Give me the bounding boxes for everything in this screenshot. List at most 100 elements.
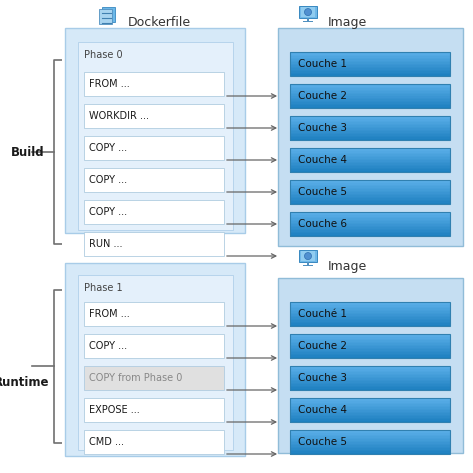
- Text: Build: Build: [11, 146, 45, 158]
- Text: FROM ...: FROM ...: [89, 309, 130, 319]
- Bar: [290, 186, 450, 188]
- Bar: [290, 375, 450, 377]
- Bar: [290, 123, 450, 125]
- Bar: [84, 104, 224, 128]
- Bar: [290, 87, 450, 89]
- Bar: [290, 65, 450, 68]
- Bar: [290, 187, 450, 190]
- Bar: [301, 7, 315, 17]
- Text: COPY from Phase 0: COPY from Phase 0: [89, 373, 183, 383]
- Bar: [290, 73, 450, 75]
- Bar: [290, 377, 450, 378]
- Bar: [290, 340, 450, 342]
- Bar: [290, 139, 450, 140]
- Bar: [290, 447, 450, 448]
- Circle shape: [305, 253, 312, 260]
- Bar: [290, 165, 450, 166]
- Bar: [84, 168, 224, 192]
- Text: Couché 1: Couché 1: [298, 309, 347, 319]
- Bar: [290, 182, 450, 184]
- Bar: [290, 52, 450, 54]
- Text: COPY ...: COPY ...: [89, 175, 127, 185]
- Bar: [290, 440, 450, 443]
- Bar: [290, 420, 450, 422]
- Bar: [290, 154, 450, 156]
- Text: Image: Image: [328, 16, 367, 29]
- Bar: [278, 28, 463, 246]
- Bar: [290, 137, 450, 139]
- Bar: [290, 318, 450, 321]
- Bar: [84, 430, 224, 454]
- Bar: [290, 309, 450, 312]
- Bar: [290, 398, 450, 422]
- Bar: [290, 320, 450, 322]
- Bar: [290, 304, 450, 306]
- Text: Image: Image: [328, 260, 367, 273]
- Bar: [290, 317, 450, 319]
- Bar: [307, 18, 309, 21]
- Bar: [290, 348, 450, 350]
- Bar: [290, 342, 450, 343]
- Bar: [290, 352, 450, 354]
- Bar: [290, 71, 450, 73]
- Bar: [290, 116, 450, 118]
- Bar: [290, 180, 450, 204]
- Bar: [290, 96, 450, 98]
- Bar: [290, 157, 450, 159]
- Bar: [290, 231, 450, 234]
- Text: Couche 4: Couche 4: [298, 405, 347, 415]
- Bar: [290, 100, 450, 103]
- Text: Dockerfile: Dockerfile: [128, 16, 191, 29]
- Bar: [290, 366, 450, 390]
- Bar: [290, 217, 450, 219]
- Bar: [290, 343, 450, 345]
- Text: Runtime: Runtime: [0, 376, 50, 388]
- Bar: [290, 117, 450, 120]
- Bar: [290, 433, 450, 435]
- Bar: [290, 212, 450, 236]
- Bar: [290, 196, 450, 199]
- Bar: [290, 97, 450, 99]
- Bar: [290, 161, 450, 164]
- Bar: [290, 88, 450, 90]
- Bar: [290, 302, 450, 326]
- Bar: [290, 369, 450, 371]
- Bar: [290, 313, 450, 315]
- Bar: [290, 148, 450, 172]
- Bar: [290, 64, 450, 66]
- Bar: [290, 212, 450, 214]
- Bar: [290, 167, 450, 169]
- Bar: [290, 435, 450, 437]
- Bar: [290, 99, 450, 101]
- Bar: [290, 75, 450, 77]
- Bar: [290, 102, 450, 104]
- Text: COPY ...: COPY ...: [89, 341, 127, 351]
- Bar: [290, 158, 450, 160]
- Bar: [290, 119, 450, 121]
- Bar: [278, 278, 463, 453]
- Bar: [290, 166, 450, 168]
- Bar: [290, 86, 450, 88]
- Bar: [290, 62, 450, 64]
- Bar: [299, 250, 317, 262]
- Bar: [290, 106, 450, 108]
- Bar: [290, 213, 450, 216]
- Bar: [290, 401, 450, 403]
- Bar: [290, 453, 450, 455]
- Bar: [290, 200, 450, 201]
- Bar: [290, 95, 450, 96]
- Bar: [290, 335, 450, 338]
- Bar: [290, 334, 450, 336]
- Bar: [290, 416, 450, 418]
- Text: Couche 2: Couche 2: [298, 91, 347, 101]
- Bar: [290, 315, 450, 317]
- Text: Couche 1: Couche 1: [298, 59, 347, 69]
- Bar: [299, 6, 317, 18]
- Bar: [290, 224, 450, 226]
- Bar: [290, 84, 450, 108]
- Bar: [290, 90, 450, 92]
- Bar: [290, 226, 450, 228]
- Bar: [290, 404, 450, 406]
- Bar: [290, 357, 450, 359]
- Bar: [84, 200, 224, 224]
